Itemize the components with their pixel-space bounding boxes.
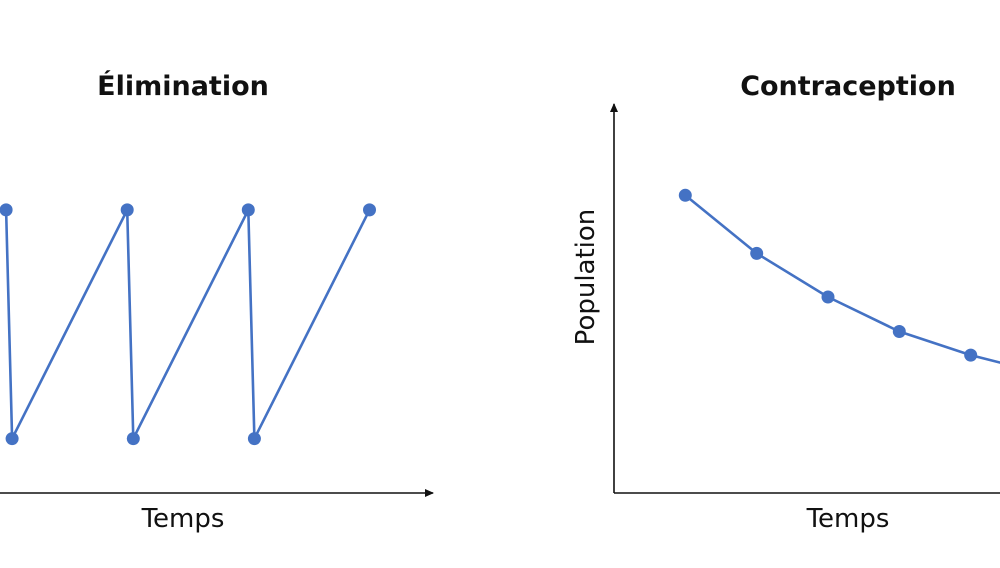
chart-contraception-data-point [678,188,692,202]
chart-contraception: Contraception Population Temps [571,71,1000,534]
chart-contraception-data-point [821,290,835,304]
chart-elimination-data-point [0,203,13,217]
chart-contraception-plot [678,188,1000,364]
chart-elimination-data-point [247,432,261,446]
chart-contraception-data-point [964,348,978,362]
chart-elimination: Élimination Temps [0,70,434,534]
chart-contraception-title: Contraception [740,71,956,102]
chart-elimination-x-label: Temps [141,504,225,534]
chart-elimination-data-point [241,203,255,217]
chart-elimination-title: Élimination [97,70,269,102]
chart-contraception-data-point [892,325,906,338]
chart-contraception-x-label: Temps [806,504,890,534]
chart-elimination-data-point [126,432,140,446]
chart-contraception-series-line [684,194,1000,364]
chart-elimination-data-point [5,432,19,446]
chart-elimination-data-point [120,203,134,217]
chart-elimination-data-point [363,203,376,217]
chart-contraception-data-point [750,246,764,260]
chart-elimination-plot [0,203,376,446]
chart-contraception-y-label: Population [571,209,601,346]
chart-elimination-series-line [4,208,371,440]
